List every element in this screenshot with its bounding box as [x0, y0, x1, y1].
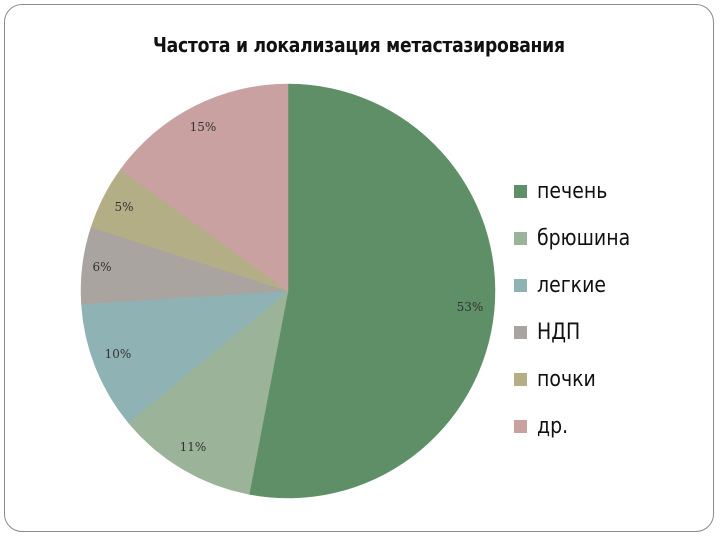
- legend-item: легкие: [514, 270, 617, 300]
- pie-data-label-5: 15%: [190, 120, 217, 134]
- pie-data-label-3: 6%: [92, 260, 111, 274]
- legend-item: брюшина: [514, 223, 645, 253]
- pie-data-label-0: 53%: [457, 300, 484, 314]
- pie-data-label-1: 11%: [180, 440, 207, 454]
- legend-label: печень: [537, 178, 608, 204]
- legend-item: печень: [514, 176, 619, 206]
- pie-slice-1: [128, 290, 289, 495]
- legend-label: др.: [537, 413, 569, 439]
- legend-swatch: [514, 325, 527, 339]
- legend-label: легкие: [537, 272, 607, 298]
- legend-swatch: [514, 278, 527, 292]
- pie-slice-2: [81, 290, 289, 424]
- pie-data-label-4: 5%: [114, 200, 133, 214]
- pie-data-label-2: 10%: [105, 347, 132, 361]
- legend-swatch: [514, 372, 527, 386]
- chart-title: Частота и локализация метастазирования: [152, 33, 565, 57]
- legend-swatch: [514, 231, 527, 245]
- legend-item: НДП: [514, 317, 587, 347]
- legend-label: НДП: [537, 319, 581, 345]
- legend-item: почки: [514, 364, 605, 394]
- legend-label: почки: [537, 366, 596, 392]
- pie-slice-5: [120, 83, 289, 292]
- legend-item: др.: [514, 411, 573, 441]
- legend-swatch: [514, 419, 527, 433]
- legend-label: брюшина: [537, 225, 631, 251]
- pie-slice-0: [248, 83, 496, 499]
- legend-swatch: [514, 184, 527, 198]
